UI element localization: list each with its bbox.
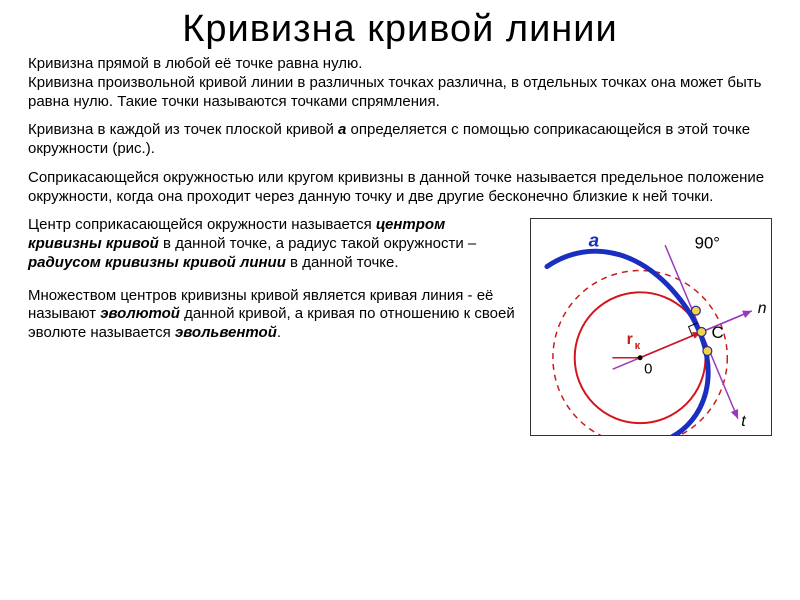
p4-e: в данной точке. <box>286 254 399 271</box>
svg-text:к: к <box>635 340 641 352</box>
svg-text:n: n <box>758 300 767 317</box>
p5-e: . <box>277 324 281 341</box>
svg-text:r: r <box>627 331 633 348</box>
svg-text:t: t <box>741 413 746 430</box>
page-title: Кривизна кривой линии <box>0 0 800 55</box>
p4-a: Центр соприкасающейся окружности называе… <box>28 216 376 233</box>
para-5: Множеством центров кривизны кривой являе… <box>28 287 518 343</box>
svg-text:0: 0 <box>644 362 652 378</box>
svg-text:а: а <box>589 230 599 251</box>
content-area: Кривизна прямой в любой её точке равна н… <box>0 55 800 436</box>
p5-d: эвольвентой <box>175 324 277 341</box>
para-1: Кривизна прямой в любой её точке равна н… <box>28 55 772 111</box>
para-3: Соприкасающейся окружностью или кругом к… <box>28 169 772 207</box>
lower-row: Центр соприкасающейся окружности называе… <box>28 216 772 436</box>
p4-c: в данной точке, а радиус такой окружност… <box>159 235 476 252</box>
p2-a: Кривизна в каждой из точек плоской криво… <box>28 121 338 138</box>
svg-text:90°: 90° <box>695 234 720 253</box>
p5-b: эволютой <box>100 305 180 322</box>
svg-text:C: C <box>711 323 723 342</box>
para-4: Центр соприкасающейся окружности называе… <box>28 216 518 272</box>
p4-d: радиусом кривизны кривой линии <box>28 254 286 271</box>
curvature-figure: 90° а Cn t rк0 <box>530 218 772 436</box>
left-column: Центр соприкасающейся окружности называе… <box>28 216 518 353</box>
para-2: Кривизна в каждой из точек плоской криво… <box>28 121 772 159</box>
